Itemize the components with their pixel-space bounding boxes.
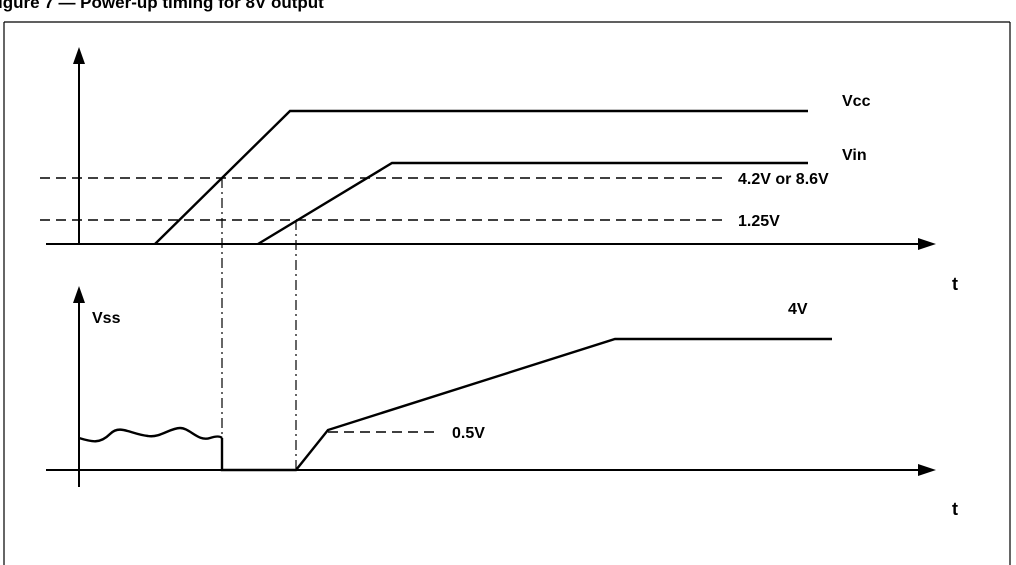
upper-plot: Vcc Vin 4.2V or 8.6V 1.25V t (40, 47, 958, 294)
vss-label: Vss (92, 310, 121, 327)
upper-x-axis-arrow (918, 238, 936, 250)
vss-curve (220, 337, 832, 472)
vin-curve (257, 161, 808, 246)
upper-time-axis-label: t (952, 274, 958, 294)
upper-y-axis-arrow (73, 47, 85, 64)
figure-caption: igure 7 — Power-up timing for 8V output (0, 0, 324, 12)
lower-time-axis-label: t (952, 499, 958, 519)
lower-y-axis-arrow (73, 286, 85, 303)
threshold-high-label: 4.2V or 8.6V (738, 171, 829, 188)
vss-final-label: 4V (788, 301, 808, 318)
lower-x-axis-arrow (918, 464, 936, 476)
lower-plot: Vss 4V 0.5V t (46, 286, 958, 519)
vcc-curve (154, 109, 808, 245)
vss-step-label: 0.5V (452, 425, 485, 442)
threshold-low-label: 1.25V (738, 213, 780, 230)
figure-frame (3, 21, 1011, 565)
vss-initial-wave (78, 426, 223, 443)
vcc-label: Vcc (842, 93, 871, 110)
vin-label: Vin (842, 147, 867, 164)
